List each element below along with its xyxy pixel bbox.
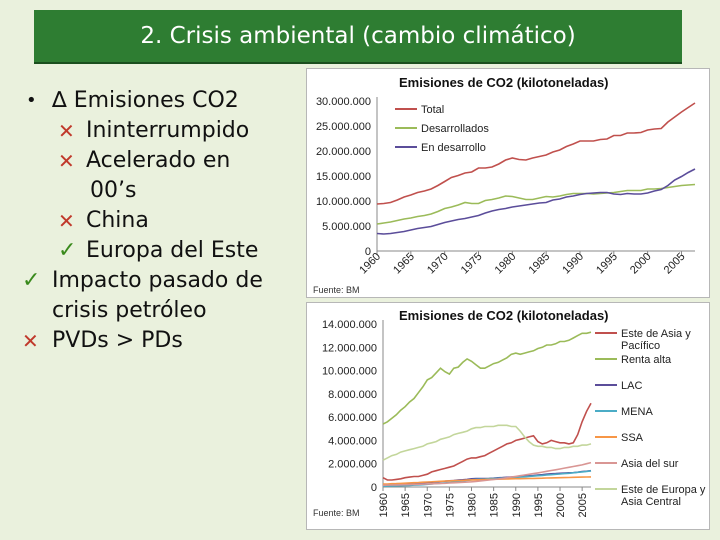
legend-label: Total xyxy=(421,104,444,116)
x-tick-label: 1960 xyxy=(357,251,383,277)
y-tick-label: 15.000.000 xyxy=(316,171,371,183)
bullet-item: ✓ Impacto pasado de xyxy=(22,266,307,296)
legend-label: Este de Europa y xyxy=(621,484,706,496)
bullet-continuation: 00’s xyxy=(22,176,307,206)
y-tick-label: 4.000.000 xyxy=(328,435,377,447)
series-line-asia-del-sur xyxy=(382,461,592,487)
slide-title: 2. Crisis ambiental (cambio climático) xyxy=(140,23,576,49)
bullet-item: • ∆ Emisiones CO2 xyxy=(22,86,307,116)
x-tick-label: 1980 xyxy=(467,493,479,517)
x-tick-label: 1970 xyxy=(422,493,434,517)
y-tick-label: 6.000.000 xyxy=(328,412,377,424)
bullet-item: ✓ Europa del Este xyxy=(22,236,307,266)
series-line-total xyxy=(376,102,696,205)
y-tick-label: 12.000.000 xyxy=(322,342,377,354)
x-tick-label: 1985 xyxy=(489,493,501,517)
chart-emissions-regions: Emisiones de CO2 (kilotoneladas) 0 2.000.0… xyxy=(306,302,710,530)
x-tick-label: 1990 xyxy=(511,493,523,517)
legend-label: Este de Asia y xyxy=(621,328,691,340)
chart-emissions-world: Emisiones de CO2 (kilotoneladas) 0 5.000.0… xyxy=(306,68,710,298)
x-tick-label: 2005 xyxy=(662,251,688,277)
y-tick-label: 10.000.000 xyxy=(316,196,371,208)
x-tick-label: 1970 xyxy=(425,251,451,277)
chart-source: Fuente: BM xyxy=(313,508,360,518)
legend-label: MENA xyxy=(621,406,653,418)
y-tick-label: 25.000.000 xyxy=(316,121,371,133)
bullet-item: ✕ Acelerado en xyxy=(22,146,307,176)
chart-emissions-regions-svg: Emisiones de CO2 (kilotoneladas) 0 2.000.0… xyxy=(313,308,706,518)
x-tick-label: 1980 xyxy=(493,251,519,277)
series-line-en-desarrollo xyxy=(376,168,696,235)
bullet-dot-icon: • xyxy=(26,90,37,111)
x-tick-label: 2000 xyxy=(555,493,567,517)
x-tick-label: 1960 xyxy=(378,493,390,517)
x-tick-label: 2005 xyxy=(577,493,589,517)
legend-label: Asia del sur xyxy=(621,458,679,470)
legend-label: LAC xyxy=(621,380,642,392)
bullet-text: Impacto pasado de xyxy=(52,268,263,293)
check-icon: ✓ xyxy=(58,238,77,263)
x-tick-label: 1975 xyxy=(459,251,485,277)
y-tick-label: 0 xyxy=(365,246,371,258)
chart-source: Fuente: BM xyxy=(313,285,360,295)
bullet-item: ✕ PVDs > PDs xyxy=(22,326,307,356)
x-tick-label: 1965 xyxy=(391,251,417,277)
x-tick-label: 1995 xyxy=(533,493,545,517)
bullet-text: crisis petróleo xyxy=(52,298,207,323)
y-tick-label: 5.000.000 xyxy=(322,221,371,233)
x-tick-label: 2000 xyxy=(628,251,654,277)
bullet-text: Ininterrumpido xyxy=(86,118,250,143)
legend-label: En desarrollo xyxy=(421,142,486,154)
bullet-item: ✕ Ininterrumpido xyxy=(22,116,307,146)
series-line-este-de-europa-y-asia-central xyxy=(382,424,592,461)
y-tick-label: 14.000.000 xyxy=(322,319,377,331)
x-tick-label: 1985 xyxy=(526,251,552,277)
check-icon: ✓ xyxy=(22,268,41,293)
y-tick-label: 10.000.000 xyxy=(322,366,377,378)
cross-icon: ✕ xyxy=(58,149,75,173)
chart-title: Emisiones de CO2 (kilotoneladas) xyxy=(399,308,609,323)
legend-label: Renta alta xyxy=(621,354,672,366)
bullet-text: Acelerado en xyxy=(86,148,231,173)
y-tick-label: 30.000.000 xyxy=(316,96,371,108)
bullet-text: China xyxy=(86,208,149,233)
chart-emissions-world-svg: Emisiones de CO2 (kilotoneladas) 0 5.000.0… xyxy=(313,75,696,295)
x-tick-label: 1995 xyxy=(594,251,620,277)
y-tick-label: 8.000.000 xyxy=(328,389,377,401)
bullet-text: PVDs > PDs xyxy=(52,328,183,353)
x-tick-label: 1975 xyxy=(444,493,456,517)
legend-label: Desarrollados xyxy=(421,123,489,135)
y-tick-label: 20.000.000 xyxy=(316,146,371,158)
series-line-renta-alta xyxy=(382,331,592,425)
cross-icon: ✕ xyxy=(58,209,75,233)
bullet-text: Europa del Este xyxy=(86,238,259,263)
y-tick-label: 0 xyxy=(371,482,377,494)
legend-label: SSA xyxy=(621,432,644,444)
chart-title: Emisiones de CO2 (kilotoneladas) xyxy=(399,75,609,90)
bullet-text: 00’s xyxy=(90,178,137,203)
bullet-continuation: crisis petróleo xyxy=(22,296,307,326)
bullet-text: ∆ Emisiones CO2 xyxy=(52,88,239,113)
bullet-item: ✕ China xyxy=(22,206,307,236)
legend-label-cont: Pacífico xyxy=(621,340,660,352)
x-tick-label: 1965 xyxy=(400,493,412,517)
cross-icon: ✕ xyxy=(58,119,75,143)
series-line-desarrollados xyxy=(376,183,696,225)
x-tick-label: 1990 xyxy=(560,251,586,277)
cross-icon: ✕ xyxy=(22,329,39,353)
y-tick-label: 2.000.000 xyxy=(328,459,377,471)
legend-label-cont: Asia Central xyxy=(621,496,681,508)
series-line-este-de-asia-y-pac-fico xyxy=(382,402,592,481)
bullet-list: • ∆ Emisiones CO2 ✕ Ininterrumpido ✕ Aceler… xyxy=(22,86,307,356)
slide-title-bar: 2. Crisis ambiental (cambio climático) xyxy=(34,10,682,64)
